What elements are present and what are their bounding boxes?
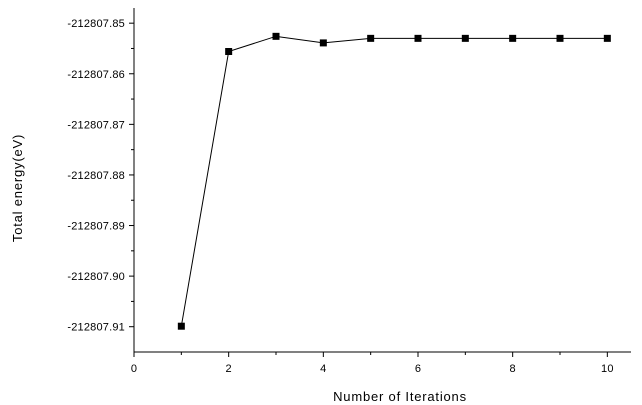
y-tick-label: -212807.89 xyxy=(67,221,125,233)
y-tick-label: -212807.85 xyxy=(67,18,125,30)
data-point xyxy=(414,34,422,42)
y-tick-label: -212807.87 xyxy=(67,119,125,131)
y-tick-label: -212807.86 xyxy=(67,69,125,81)
y-tick-label: -212807.88 xyxy=(67,170,125,182)
x-tick-label: 6 xyxy=(415,363,421,375)
data-point xyxy=(177,322,185,330)
x-tick-label: 2 xyxy=(226,363,232,375)
y-tick-label: -212807.91 xyxy=(67,322,125,334)
x-tick-label: 8 xyxy=(510,363,516,375)
data-point xyxy=(461,34,469,42)
data-point xyxy=(509,34,517,42)
data-point xyxy=(225,48,233,56)
x-tick-label: 0 xyxy=(131,363,137,375)
x-tick-label: 4 xyxy=(320,363,326,375)
y-tick-label: -212807.90 xyxy=(67,271,125,283)
data-point xyxy=(319,39,327,47)
data-point xyxy=(556,34,564,42)
data-point xyxy=(272,32,280,40)
y-axis-title: Total energy(eV) xyxy=(10,134,25,242)
series-layer xyxy=(177,32,611,330)
axes: 0 2 4 6 8 10 -212807.85 -212807.86 -212807.87 -21… xyxy=(67,8,631,375)
x-axis-title: Number of Iterations xyxy=(333,389,467,404)
data-point xyxy=(603,34,611,42)
x-tick-label: 10 xyxy=(601,363,614,375)
series-line xyxy=(180,35,608,327)
data-point xyxy=(367,34,375,42)
